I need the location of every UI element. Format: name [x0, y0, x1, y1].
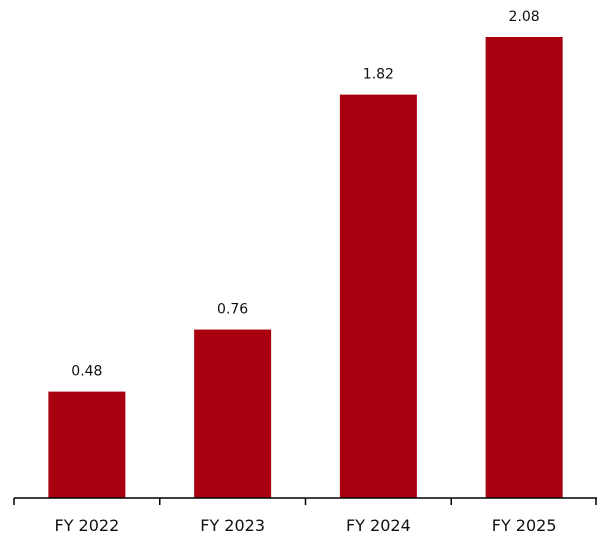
- data-labels-layer: 0.48 0.76 1.82 2.08: [71, 9, 539, 380]
- x-tick-labels-layer: FY 2022 FY 2023 FY 2024 FY 2025: [54, 516, 556, 535]
- x-ticks-layer: [13, 498, 597, 505]
- data-label: 2.08: [509, 9, 540, 25]
- x-tick-label: FY 2023: [200, 516, 265, 535]
- bars-layer: [48, 37, 563, 498]
- bar-fy-2025: [485, 37, 563, 498]
- x-tick-label: FY 2022: [54, 516, 119, 535]
- data-label: 0.48: [71, 364, 102, 380]
- data-label: 0.76: [217, 302, 248, 318]
- data-label: 1.82: [363, 67, 394, 83]
- bar-fy-2022: [48, 391, 126, 498]
- bar-fy-2023: [194, 329, 272, 498]
- bar-fy-2024: [339, 94, 417, 498]
- x-tick-label: FY 2024: [346, 516, 411, 535]
- x-tick-label: FY 2025: [492, 516, 557, 535]
